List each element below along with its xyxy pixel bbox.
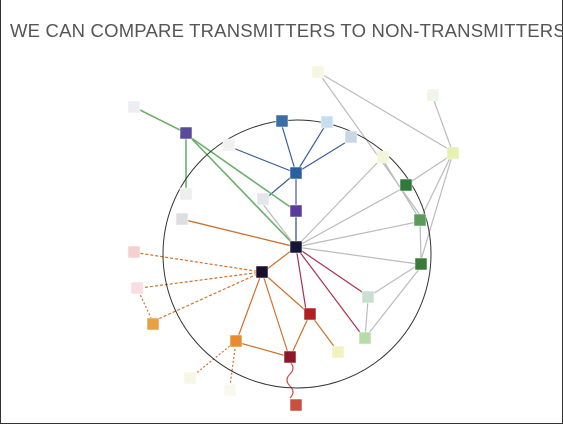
node	[130, 281, 144, 295]
node	[223, 383, 237, 397]
blue-edges	[232, 125, 349, 247]
node	[256, 192, 270, 206]
node	[376, 150, 390, 164]
node	[289, 204, 303, 218]
node	[331, 345, 345, 359]
node	[127, 245, 141, 259]
node	[414, 257, 428, 271]
node	[303, 307, 317, 321]
node	[344, 130, 358, 144]
green-edges	[137, 108, 297, 248]
node	[289, 166, 303, 180]
node	[320, 115, 334, 129]
node	[179, 187, 193, 201]
node	[179, 126, 193, 140]
node	[361, 290, 375, 304]
node	[146, 317, 160, 331]
node	[289, 240, 303, 254]
node	[183, 371, 197, 385]
boundary-circle	[162, 119, 432, 389]
red-edges	[295, 246, 366, 336]
slide-title: WE CAN COMPARE TRANSMITTERS TO NON-TRANS…	[10, 20, 563, 41]
gray-edges	[185, 71, 454, 339]
node	[426, 88, 440, 102]
node	[399, 178, 413, 192]
node	[311, 65, 325, 79]
node	[275, 114, 289, 128]
edges	[136, 71, 454, 399]
node	[127, 100, 141, 114]
node	[446, 146, 460, 160]
node	[175, 212, 189, 226]
node	[413, 213, 427, 227]
node	[229, 334, 243, 348]
node	[283, 350, 297, 364]
node	[222, 138, 236, 152]
node	[358, 331, 372, 345]
nodes	[127, 65, 460, 412]
node	[255, 265, 269, 279]
node	[289, 398, 303, 412]
